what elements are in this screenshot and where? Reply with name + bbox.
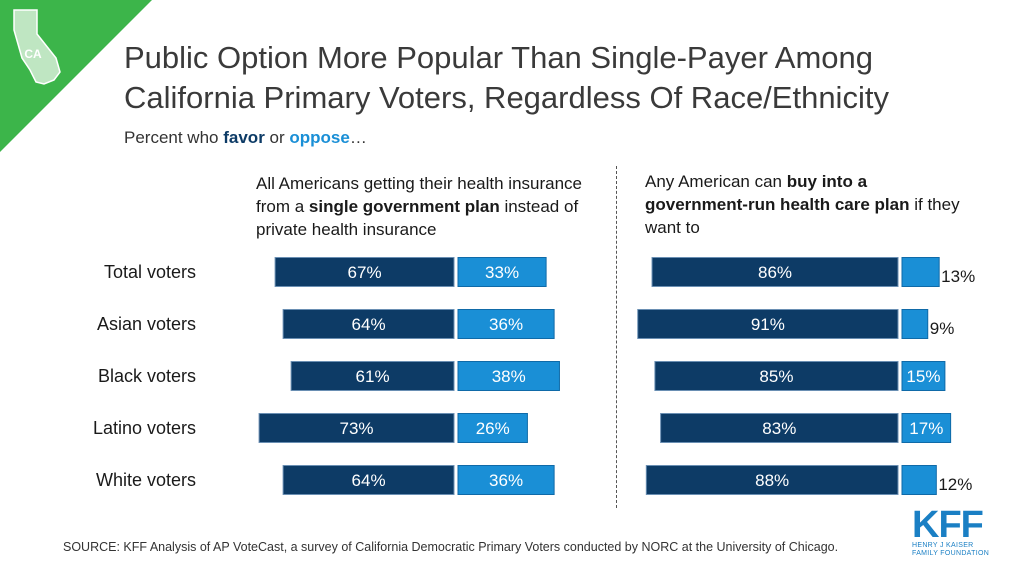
label-oppose: 9% <box>930 319 955 338</box>
subtitle-suffix: … <box>349 128 367 147</box>
label-oppose: 26% <box>476 419 510 438</box>
label-favor: 64% <box>352 471 386 490</box>
subtitle-mid: or <box>264 128 290 147</box>
bar-oppose <box>457 309 555 339</box>
right-heading-bold: buy into a government-run health care pl… <box>645 172 910 214</box>
bar-oppose <box>901 309 929 339</box>
page-title: Public Option More Popular Than Single-P… <box>124 38 984 118</box>
bar-favor <box>258 413 455 443</box>
bar-favor <box>645 465 899 495</box>
left-heading-text-end: instead of private health insurance <box>256 197 579 239</box>
subtitle-favor: favor <box>223 128 265 147</box>
right-panel-heading: Any American can buy into a government-r… <box>645 170 965 239</box>
bar-favor <box>290 361 455 391</box>
bar-oppose <box>901 465 937 495</box>
source-note: SOURCE: KFF Analysis of AP VoteCast, a s… <box>63 540 839 554</box>
panel-divider <box>616 166 617 508</box>
title-line-2: California Primary Voters, Regardless Of… <box>124 80 889 115</box>
category-label: Latino voters <box>93 418 196 438</box>
label-favor: 67% <box>348 263 382 282</box>
bar-favor <box>660 413 899 443</box>
title-line-1: Public Option More Popular Than Single-P… <box>124 40 874 75</box>
bar-favor <box>274 257 455 287</box>
label-favor: 85% <box>759 367 793 386</box>
label-favor: 91% <box>751 315 785 334</box>
bar-oppose <box>901 257 940 287</box>
california-map-icon <box>13 9 61 85</box>
category-label: Total voters <box>104 262 196 282</box>
right-heading-text-end: if they want to <box>645 195 960 237</box>
bar-oppose <box>457 465 555 495</box>
label-oppose: 17% <box>909 419 943 438</box>
subtitle: Percent who favor or oppose… <box>124 128 367 148</box>
kff-logo: KFF HENRY J KAISER FAMILY FOUNDATION <box>912 504 992 558</box>
kff-logo-line1: HENRY J KAISER <box>912 542 974 549</box>
right-heading-text: Any American can <box>645 172 787 191</box>
category-label: Black voters <box>98 366 196 386</box>
kff-logo-letters: KFF <box>912 504 984 546</box>
subtitle-prefix: Percent who <box>124 128 224 147</box>
label-oppose: 12% <box>938 475 972 494</box>
label-favor: 86% <box>758 263 792 282</box>
category-label: White voters <box>96 470 196 490</box>
label-favor: 73% <box>340 419 374 438</box>
bar-oppose <box>901 361 946 391</box>
left-heading-text: All Americans getting their health insur… <box>256 174 583 216</box>
label-oppose: 15% <box>906 367 940 386</box>
bar-favor <box>654 361 899 391</box>
state-label: CA <box>24 47 42 61</box>
label-oppose: 33% <box>485 263 519 282</box>
bar-oppose <box>457 257 547 287</box>
state-corner-badge: CA <box>0 0 152 152</box>
bar-oppose <box>457 413 528 443</box>
subtitle-oppose: oppose <box>289 128 350 147</box>
left-panel-heading: All Americans getting their health insur… <box>256 172 606 241</box>
label-oppose: 36% <box>489 471 523 490</box>
bar-oppose <box>457 361 560 391</box>
bar-favor <box>282 465 455 495</box>
label-favor: 83% <box>762 419 796 438</box>
bar-oppose <box>901 413 952 443</box>
left-heading-bold: single government plan <box>308 197 500 216</box>
label-favor: 64% <box>352 315 386 334</box>
label-oppose: 38% <box>492 367 526 386</box>
label-oppose: 36% <box>489 315 523 334</box>
bar-favor <box>282 309 455 339</box>
bar-favor <box>651 257 899 287</box>
bar-favor <box>637 309 899 339</box>
label-favor: 88% <box>755 471 789 490</box>
kff-logo-line2: FAMILY FOUNDATION <box>912 550 990 557</box>
label-oppose: 13% <box>941 267 975 286</box>
label-favor: 61% <box>356 367 390 386</box>
category-label: Asian voters <box>97 314 196 334</box>
